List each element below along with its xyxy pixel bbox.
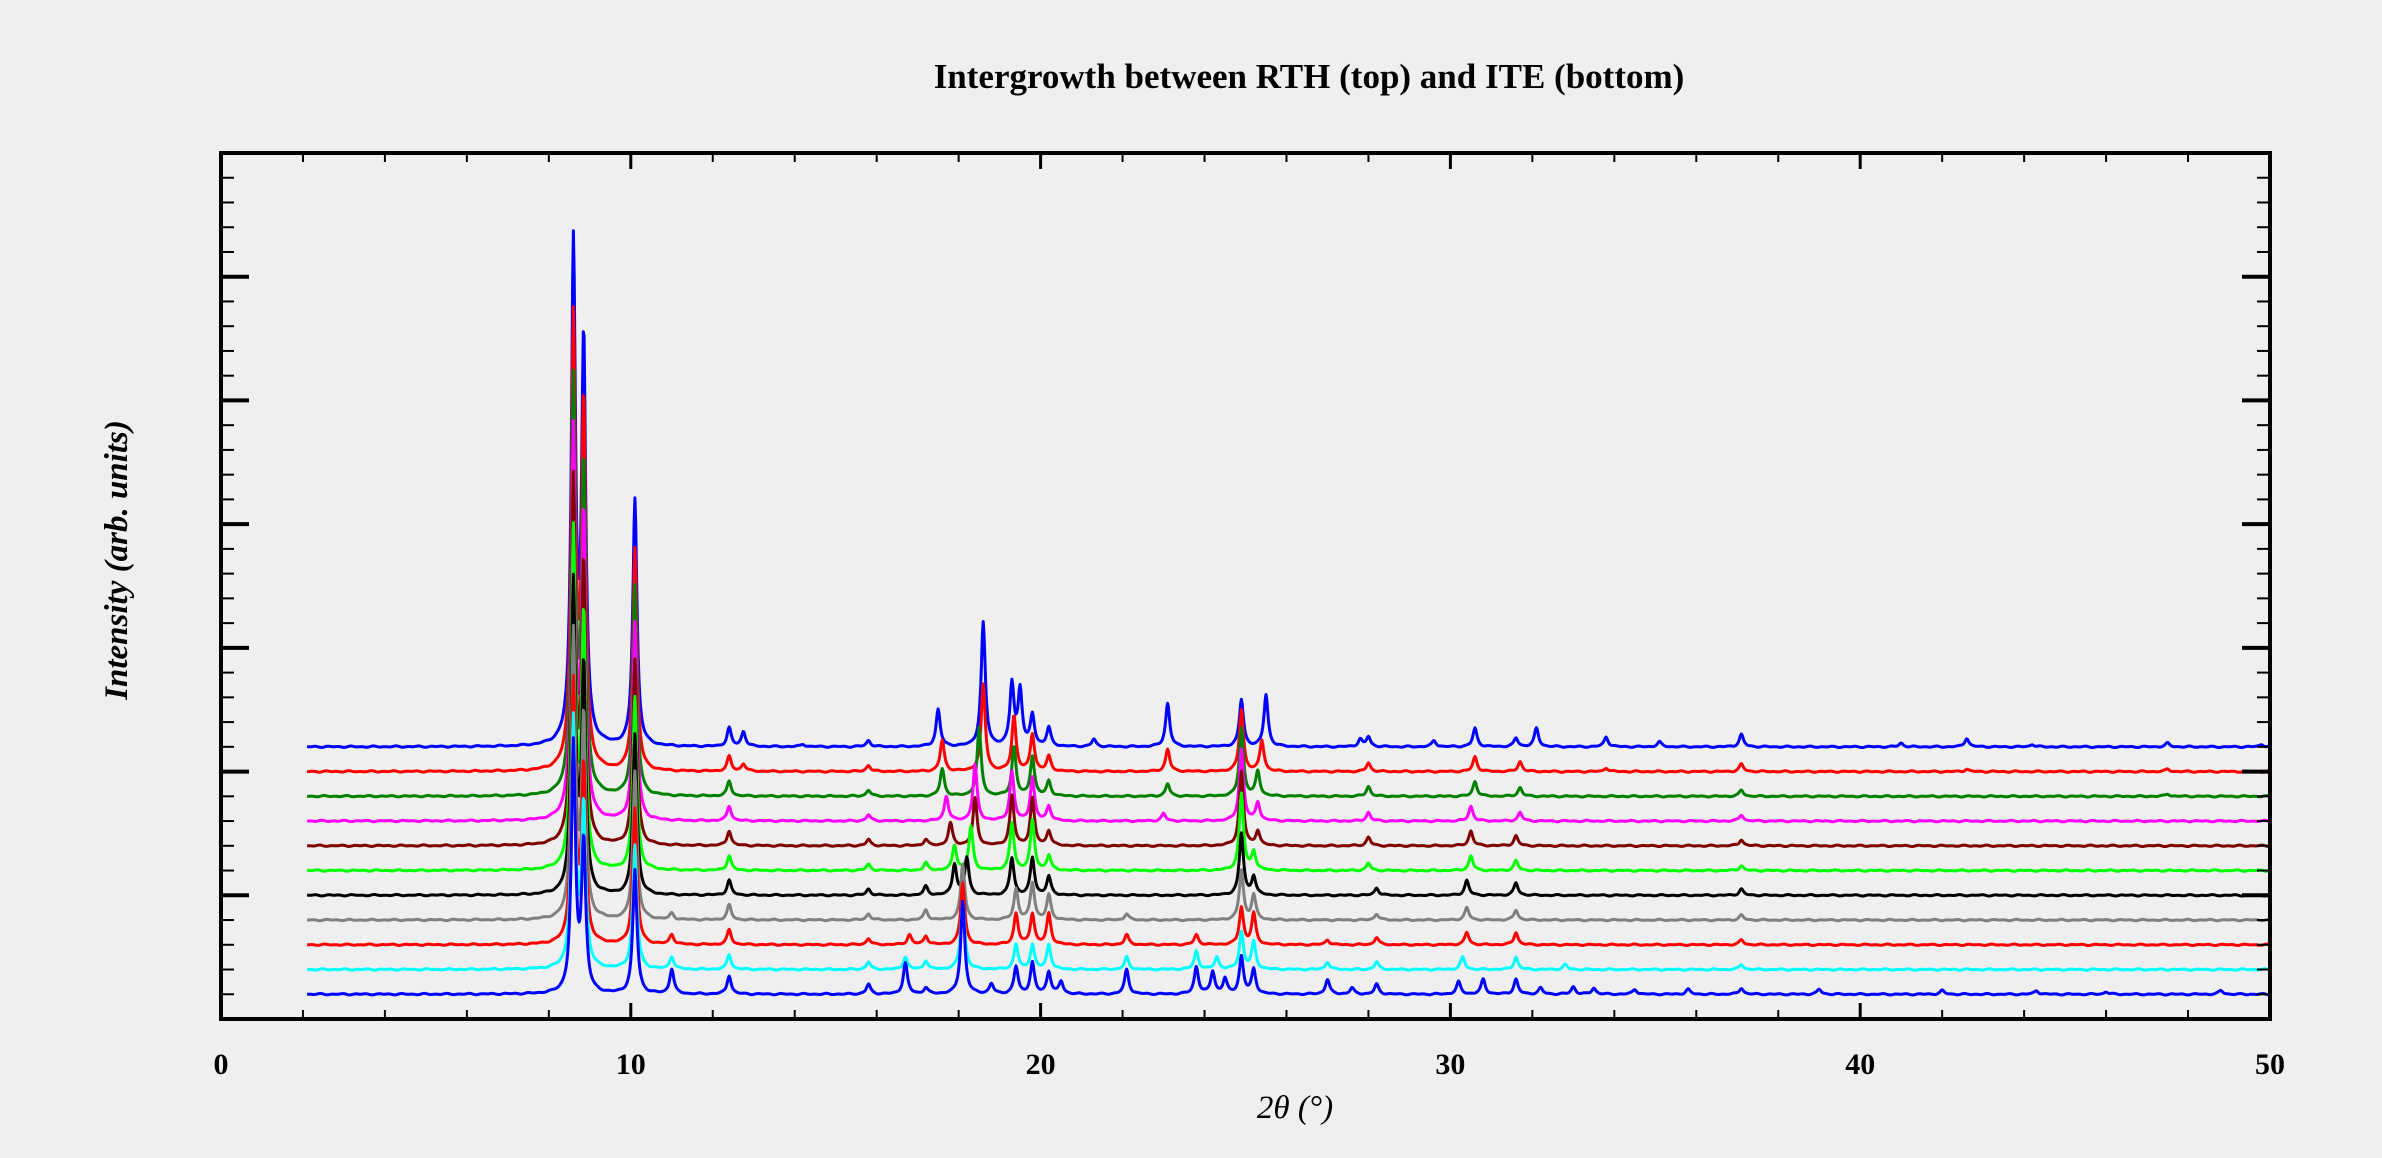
series-line [306,736,2271,997]
plot-series [306,229,2271,997]
x-tick-labels: 0 10 20 30 40 50 [214,1048,2286,1081]
series-line [306,711,2271,972]
x-axis-label: 2θ (°) [1257,1090,1333,1126]
x-tick-label: 50 [2255,1048,2285,1081]
series-line [306,572,2271,898]
x-tick-label: 0 [214,1048,229,1081]
x-tick-label: 40 [1845,1048,1875,1081]
x-tick-label: 30 [1435,1048,1465,1081]
chart-title: Intergrowth between RTH (top) and ITE (b… [934,57,1685,96]
series-line [306,368,2271,799]
series-line [306,418,2271,824]
series-line [306,521,2271,873]
axis-ticks [219,151,2272,1021]
series-line [306,469,2271,848]
series-line [306,674,2271,947]
plot-frame [219,151,2272,1021]
series-line [306,305,2271,774]
series-line [306,623,2271,923]
series-line [306,229,2271,749]
x-tick-label: 10 [616,1048,646,1081]
x-tick-label: 20 [1026,1048,1056,1081]
y-axis-label: Intensity (arb. units) [99,420,135,701]
